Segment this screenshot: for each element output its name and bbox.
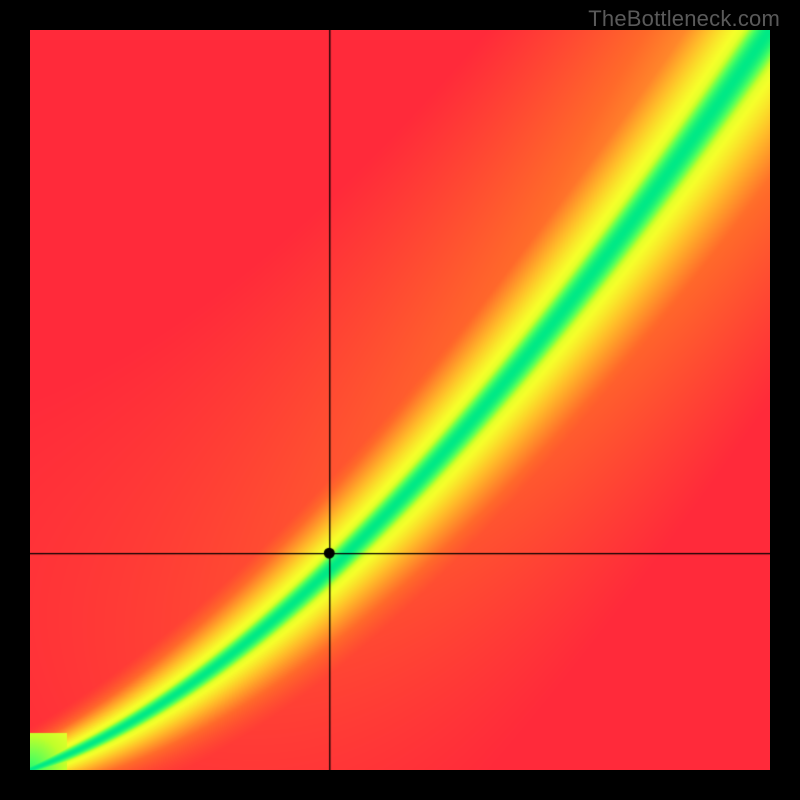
chart-container: TheBottleneck.com bbox=[0, 0, 800, 800]
bottleneck-heatmap bbox=[30, 30, 770, 770]
watermark-label: TheBottleneck.com bbox=[588, 6, 780, 32]
